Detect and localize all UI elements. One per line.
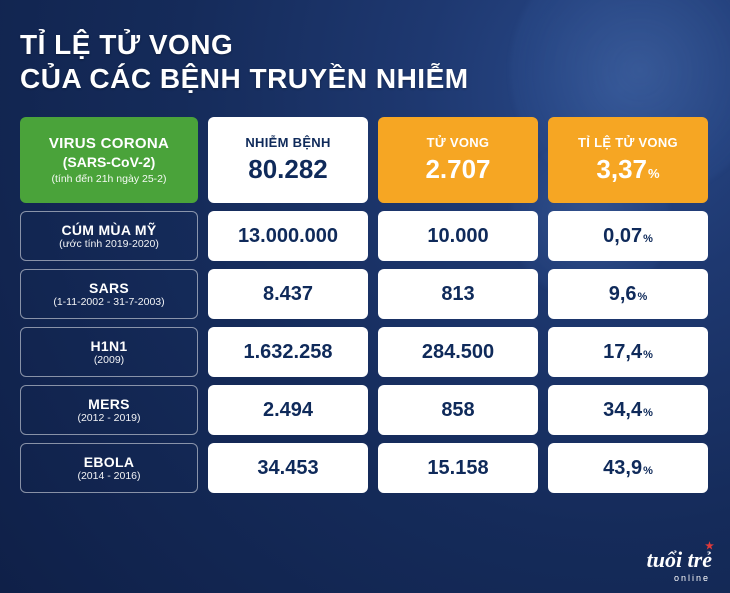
featured-rate-value: 3,37% xyxy=(596,154,659,185)
disease-note: (1-11-2002 - 31-7-2003) xyxy=(53,296,164,308)
disease-note: (ước tính 2019-2020) xyxy=(59,238,159,250)
disease-name: VIRUS CORONA xyxy=(49,135,169,152)
footer-logo: tuổi trẻ ★ online xyxy=(647,547,712,583)
cases-cell: 2.494 xyxy=(208,385,368,435)
column-header-cases: NHIỄM BỆNH xyxy=(245,135,330,150)
infographic-card: TỈ LỆ TỬ VONG CỦA CÁC BỆNH TRUYỀN NHIỄM … xyxy=(0,0,730,593)
cases-value: 13.000.000 xyxy=(238,225,338,248)
disease-note: (2012 - 2019) xyxy=(77,412,140,424)
featured-deaths-cell: TỬ VONG 2.707 xyxy=(378,117,538,203)
disease-name-cell: MERS(2012 - 2019) xyxy=(20,385,198,435)
rate-cell: 17,4% xyxy=(548,327,708,377)
deaths-value: 813 xyxy=(441,283,474,306)
column-header-deaths: TỬ VONG xyxy=(427,135,490,150)
featured-name-cell: VIRUS CORONA (SARS-CoV-2) (tính đến 21h … xyxy=(20,117,198,203)
table-row: CÚM MÙA MỸ(ước tính 2019-2020) 13.000.000… xyxy=(20,211,710,261)
deaths-cell: 15.158 xyxy=(378,443,538,493)
table-row: SARS(1-11-2002 - 31-7-2003) 8.437 813 9,6% xyxy=(20,269,710,319)
star-icon: ★ xyxy=(705,541,714,552)
rows-container: CÚM MÙA MỸ(ước tính 2019-2020) 13.000.000… xyxy=(20,211,710,493)
disease-name: H1N1 xyxy=(91,338,128,354)
disease-name-cell: SARS(1-11-2002 - 31-7-2003) xyxy=(20,269,198,319)
deaths-value: 858 xyxy=(441,399,474,422)
disease-note: (2009) xyxy=(94,354,124,366)
rate-value: 43,9% xyxy=(603,457,653,480)
featured-rate-cell: TỈ LỆ TỬ VONG 3,37% xyxy=(548,117,708,203)
brand-name: tuổi trẻ ★ xyxy=(647,547,712,572)
disease-name: SARS xyxy=(89,280,129,296)
featured-deaths-value: 2.707 xyxy=(425,154,490,185)
deaths-value: 10.000 xyxy=(427,225,488,248)
disease-name-cell: EBOLA(2014 - 2016) xyxy=(20,443,198,493)
table-row: MERS(2012 - 2019) 2.494 858 34,4% xyxy=(20,385,710,435)
deaths-value: 284.500 xyxy=(422,341,494,364)
deaths-cell: 813 xyxy=(378,269,538,319)
deaths-cell: 858 xyxy=(378,385,538,435)
rate-cell: 34,4% xyxy=(548,385,708,435)
title-line2: CỦA CÁC BỆNH TRUYỀN NHIỄM xyxy=(20,62,710,96)
rate-value: 34,4% xyxy=(603,399,653,422)
disease-name-cell: H1N1(2009) xyxy=(20,327,198,377)
disease-name: CÚM MÙA MỸ xyxy=(61,222,156,238)
rate-cell: 0,07% xyxy=(548,211,708,261)
disease-name-cell: CÚM MÙA MỸ(ước tính 2019-2020) xyxy=(20,211,198,261)
cases-cell: 13.000.000 xyxy=(208,211,368,261)
deaths-cell: 284.500 xyxy=(378,327,538,377)
rate-value: 9,6% xyxy=(609,283,648,306)
cases-cell: 1.632.258 xyxy=(208,327,368,377)
brand-tag: online xyxy=(647,573,712,583)
deaths-cell: 10.000 xyxy=(378,211,538,261)
cases-value: 34.453 xyxy=(257,457,318,480)
disease-name: MERS xyxy=(88,396,130,412)
title-line1: TỈ LỆ TỬ VONG xyxy=(20,28,710,62)
cases-value: 8.437 xyxy=(263,283,313,306)
rate-cell: 43,9% xyxy=(548,443,708,493)
deaths-value: 15.158 xyxy=(427,457,488,480)
data-grid: VIRUS CORONA (SARS-CoV-2) (tính đến 21h … xyxy=(20,117,710,493)
cases-cell: 8.437 xyxy=(208,269,368,319)
title: TỈ LỆ TỬ VONG CỦA CÁC BỆNH TRUYỀN NHIỄM xyxy=(20,28,710,95)
disease-subname: (SARS-CoV-2) xyxy=(63,154,156,170)
disease-note: (tính đến 21h ngày 25-2) xyxy=(52,173,167,185)
column-header-rate: TỈ LỆ TỬ VONG xyxy=(578,135,678,150)
table-row: H1N1(2009) 1.632.258 284.500 17,4% xyxy=(20,327,710,377)
rate-value: 0,07% xyxy=(603,225,653,248)
cases-value: 1.632.258 xyxy=(244,341,333,364)
cases-value: 2.494 xyxy=(263,399,313,422)
featured-cases-value: 80.282 xyxy=(248,154,328,185)
rate-cell: 9,6% xyxy=(548,269,708,319)
disease-note: (2014 - 2016) xyxy=(77,470,140,482)
cases-cell: 34.453 xyxy=(208,443,368,493)
featured-row: VIRUS CORONA (SARS-CoV-2) (tính đến 21h … xyxy=(20,117,710,203)
rate-value: 17,4% xyxy=(603,341,653,364)
featured-cases-cell: NHIỄM BỆNH 80.282 xyxy=(208,117,368,203)
disease-name: EBOLA xyxy=(84,454,135,470)
table-row: EBOLA(2014 - 2016) 34.453 15.158 43,9% xyxy=(20,443,710,493)
